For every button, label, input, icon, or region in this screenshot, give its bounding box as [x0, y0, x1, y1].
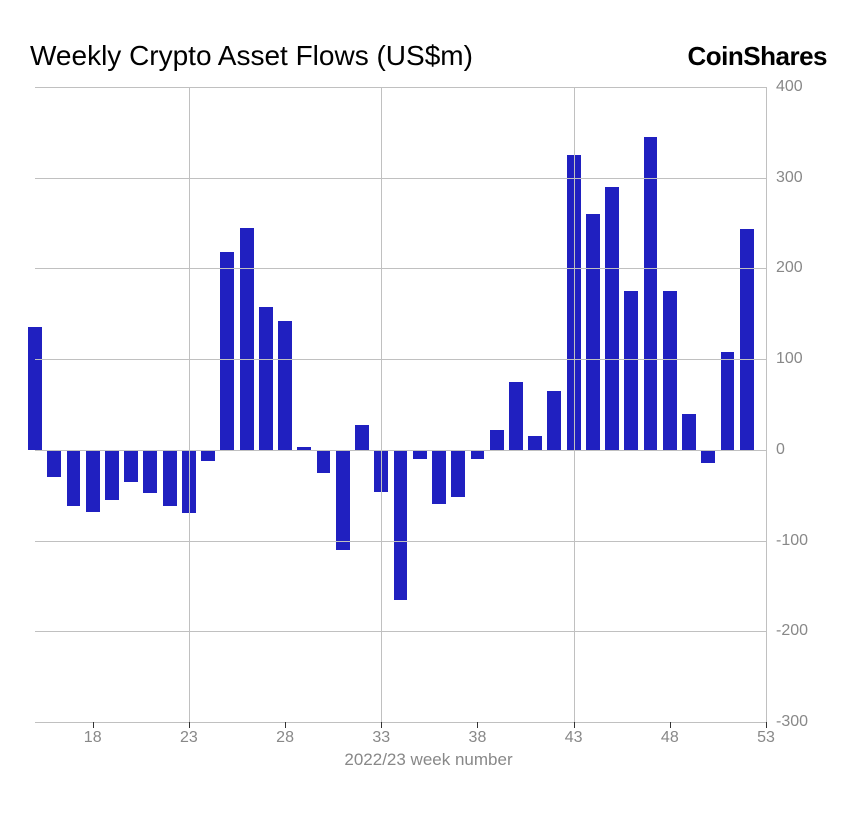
gridline-h — [35, 87, 766, 88]
x-axis-label: 2022/23 week number — [344, 750, 512, 770]
bar — [67, 450, 81, 506]
x-tick-mark — [285, 722, 286, 728]
brand-logo: CoinShares — [688, 41, 828, 72]
bar — [586, 214, 600, 450]
bar — [317, 450, 331, 473]
x-tick-label: 23 — [180, 729, 198, 747]
x-tick-mark — [381, 722, 382, 728]
bar — [220, 252, 234, 450]
bar — [451, 450, 465, 497]
gridline-v — [766, 87, 767, 722]
bar — [644, 137, 658, 450]
gridline-h — [35, 178, 766, 179]
bars-layer — [35, 87, 766, 722]
bar — [86, 450, 100, 512]
bar — [471, 450, 485, 459]
bar — [740, 229, 754, 449]
x-tick-label: 48 — [661, 729, 679, 747]
bar — [28, 327, 42, 449]
x-tick-mark — [574, 722, 575, 728]
y-tick-label: -100 — [776, 532, 808, 550]
bar — [259, 307, 273, 450]
x-tick-mark — [670, 722, 671, 728]
bar — [201, 450, 215, 461]
chart-title: Weekly Crypto Asset Flows (US$m) — [30, 40, 473, 72]
x-tick-mark — [189, 722, 190, 728]
bar — [721, 352, 735, 450]
x-tick-label: 33 — [372, 729, 390, 747]
x-tick-mark — [477, 722, 478, 728]
x-tick-label: 43 — [565, 729, 583, 747]
bar — [394, 450, 408, 600]
y-tick-label: 300 — [776, 169, 803, 187]
bar — [240, 228, 254, 450]
bar — [682, 414, 696, 450]
y-tick-label: 100 — [776, 350, 803, 368]
bar — [336, 450, 350, 550]
bar — [143, 450, 157, 494]
bar — [163, 450, 177, 506]
gridline-v — [574, 87, 575, 722]
chart-header: Weekly Crypto Asset Flows (US$m) CoinSha… — [30, 40, 827, 72]
bar — [509, 382, 523, 450]
gridline-v — [189, 87, 190, 722]
y-tick-label: -300 — [776, 713, 808, 731]
bar — [605, 187, 619, 450]
bar — [355, 425, 369, 449]
bar — [528, 436, 542, 450]
plot-area: 4003002001000-100-200-300182328333843485… — [35, 87, 767, 722]
bar — [124, 450, 138, 482]
bar — [490, 430, 504, 450]
x-tick-label: 38 — [469, 729, 487, 747]
bar — [624, 291, 638, 450]
x-tick-label: 28 — [276, 729, 294, 747]
gridline-h — [35, 450, 766, 451]
bar — [547, 391, 561, 450]
x-tick-mark — [93, 722, 94, 728]
chart-area: 4003002001000-100-200-300182328333843485… — [30, 87, 827, 777]
y-tick-label: 400 — [776, 78, 803, 96]
x-tick-label: 18 — [84, 729, 102, 747]
bar — [701, 450, 715, 464]
gridline-h — [35, 268, 766, 269]
gridline-h — [35, 631, 766, 632]
gridline-h — [35, 541, 766, 542]
y-tick-label: -200 — [776, 622, 808, 640]
gridline-v — [381, 87, 382, 722]
gridline-h — [35, 722, 766, 723]
bar — [413, 450, 427, 459]
bar — [105, 450, 119, 500]
x-tick-mark — [766, 722, 767, 728]
bar — [663, 291, 677, 450]
bar — [278, 321, 292, 450]
chart-container: Weekly Crypto Asset Flows (US$m) CoinSha… — [0, 0, 857, 840]
bar — [47, 450, 61, 477]
bar — [432, 450, 446, 504]
x-tick-label: 53 — [757, 729, 775, 747]
y-tick-label: 200 — [776, 259, 803, 277]
y-tick-label: 0 — [776, 441, 785, 459]
gridline-h — [35, 359, 766, 360]
